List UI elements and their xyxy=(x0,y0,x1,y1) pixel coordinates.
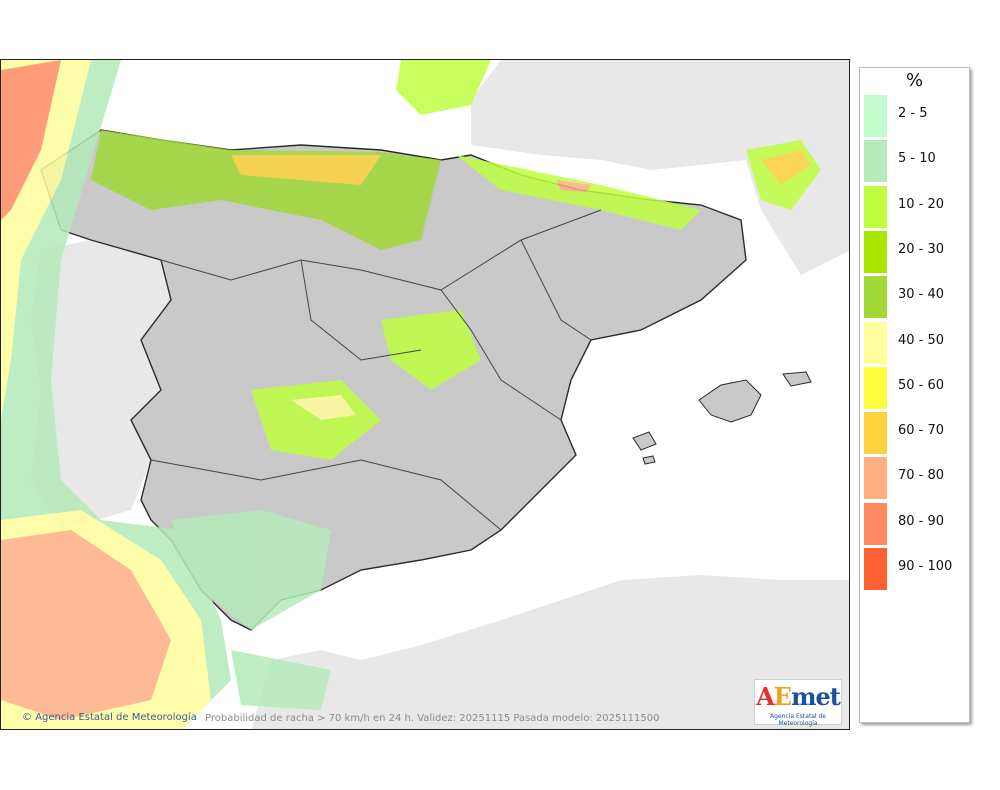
legend-label: 80 - 90 xyxy=(898,513,945,529)
legend-swatch xyxy=(864,366,887,409)
ibiza-island xyxy=(632,431,657,451)
legend-item: 50 - 60 xyxy=(864,366,968,409)
gulf-of-lion-wind-zone-high xyxy=(761,150,811,185)
legend-swatch xyxy=(864,502,887,545)
france-landmass xyxy=(131,60,849,275)
legend-swatch xyxy=(864,412,887,455)
legend-swatch xyxy=(864,276,887,319)
legend-label: 2 - 5 xyxy=(898,106,928,121)
map-canvas xyxy=(1,60,849,729)
menorca-island xyxy=(782,371,812,387)
gulf-of-cadiz-wind-zone-peak xyxy=(1,530,171,720)
forecast-map xyxy=(0,59,850,730)
logo-wordmark: AEmet xyxy=(756,682,841,711)
legend-item: 80 - 90 xyxy=(864,502,968,545)
probability-overlay xyxy=(1,60,821,729)
credit-text: Agencia Estatal de Meteorología xyxy=(35,712,197,723)
map-caption: Probabilidad de racha > 70 km/h en 24 h.… xyxy=(205,713,660,724)
pyrenees-wind-zone-high xyxy=(556,180,591,192)
copyright-credit: © Agencia Estatal de Meteorología xyxy=(22,712,197,723)
legend-title: % xyxy=(905,70,924,91)
legend-label: 20 - 30 xyxy=(898,241,945,257)
legend-item: 70 - 80 xyxy=(864,457,968,500)
legend-swatch xyxy=(864,548,887,590)
alboran-wind-zone xyxy=(231,650,331,710)
spain-landmass xyxy=(40,129,747,631)
formentera-island xyxy=(642,455,656,465)
legend-swatch xyxy=(864,230,887,273)
atlantic-wind-zone-peak xyxy=(1,60,61,220)
legend-label: 5 - 10 xyxy=(898,151,936,167)
legend-item: 2 - 5 xyxy=(864,95,968,137)
legend-item: 60 - 70 xyxy=(864,412,968,455)
regional-borders xyxy=(150,209,602,531)
north-france-wind-zone xyxy=(396,60,491,115)
legend-swatch xyxy=(864,95,887,137)
legend-swatch xyxy=(864,185,887,228)
legend-label: 50 - 60 xyxy=(898,377,945,393)
legend-item: 10 - 20 xyxy=(864,185,968,228)
mediterranean-sea xyxy=(271,565,849,660)
mallorca-island xyxy=(698,379,762,423)
iberian-range-wind-zone xyxy=(381,310,481,390)
southern-wind-zone xyxy=(171,510,331,630)
legend-label: 90 - 100 xyxy=(898,559,953,574)
legend-swatch xyxy=(864,140,887,183)
copyright-icon: © xyxy=(22,712,32,723)
legend-swatch xyxy=(864,457,887,500)
legend-label: 70 - 80 xyxy=(898,468,945,484)
legend-panel: % 2 - 5 5 - 10 10 - 20 20 - 30 30 - 40 40 - 5… xyxy=(859,67,970,723)
legend-item: 40 - 50 xyxy=(864,321,968,364)
legend-label: 40 - 50 xyxy=(898,332,945,348)
legend-swatch xyxy=(864,321,887,364)
africa-landmass xyxy=(251,575,849,729)
central-wind-zone-high xyxy=(291,395,356,420)
legend-item: 30 - 40 xyxy=(864,276,968,319)
legend-label: 30 - 40 xyxy=(898,287,945,303)
central-wind-zone xyxy=(251,380,381,460)
portugal-landmass xyxy=(31,240,171,530)
legend-label: 10 - 20 xyxy=(898,196,945,212)
legend-item: 20 - 30 xyxy=(864,230,968,273)
cantabrian-wind-zone-high xyxy=(231,155,381,185)
logo-subtitle: Agencia Estatal de Meteorología xyxy=(769,713,826,727)
legend-item: 90 - 100 xyxy=(864,548,968,590)
legend-item: 5 - 10 xyxy=(864,140,968,183)
aemet-logo: AEmet Agencia Estatal de Meteorología xyxy=(754,679,842,727)
pyrenees-wind-zone xyxy=(456,155,701,230)
legend-label: 60 - 70 xyxy=(898,423,945,439)
